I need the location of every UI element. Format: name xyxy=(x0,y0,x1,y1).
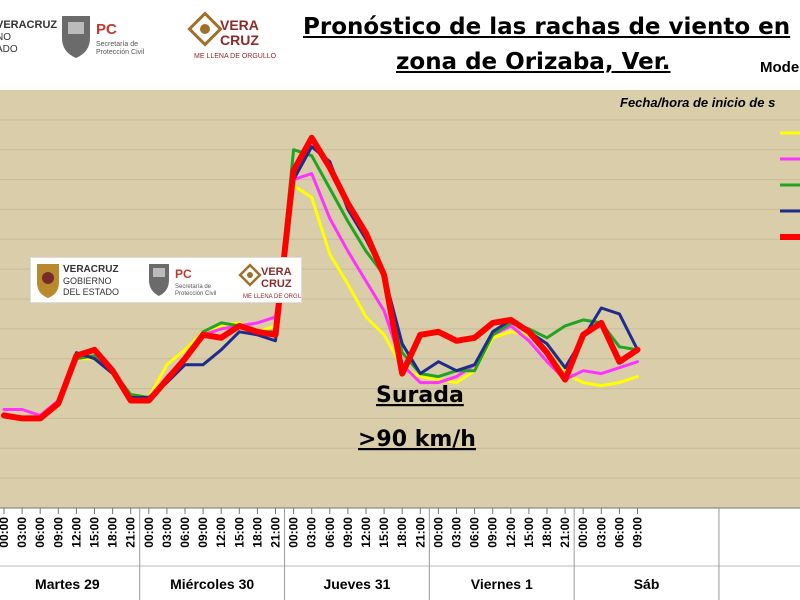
shield-icon xyxy=(62,16,90,58)
x-tick-label: 15:00 xyxy=(232,517,246,548)
x-tick-label: 00:00 xyxy=(576,517,590,548)
day-label: Jueves 31 xyxy=(323,576,390,592)
inset-gov-1: VERACRUZ xyxy=(63,264,119,275)
series-layer xyxy=(1,134,641,422)
annotation-line2: >90 km/h xyxy=(358,427,476,452)
x-tick-label: 18:00 xyxy=(250,517,264,548)
veracruz-tagline: ME LLENA DE ORGULLO xyxy=(194,53,277,60)
inset-gov-2: GOBIERNO xyxy=(63,276,112,286)
pc-sub-1: Secretaría de xyxy=(96,41,138,48)
chart-title-line1: Pronóstico de las rachas de viento en xyxy=(303,14,791,40)
x-tick-label: 21:00 xyxy=(124,517,138,548)
inset-pc-sub-2: Protección Civil xyxy=(175,291,216,297)
inset-gov-3: DEL ESTADO xyxy=(63,287,119,297)
x-tick-label: 00:00 xyxy=(431,517,445,548)
inset-brand-2: CRUZ xyxy=(261,278,292,290)
inset-brand-1: VERA xyxy=(261,266,292,278)
x-tick-label: 06:00 xyxy=(178,517,192,548)
day-label: Martes 29 xyxy=(35,576,100,592)
x-tick-label: 12:00 xyxy=(69,517,83,548)
veracruz-gov-line3: ADO xyxy=(0,44,18,55)
veracruz-gov-line1: VERACRUZ xyxy=(0,19,57,31)
x-tick-label: 21:00 xyxy=(558,517,572,548)
shield-icon xyxy=(149,264,169,296)
veracruz-brand-2: CRUZ xyxy=(220,32,259,48)
gridlines xyxy=(0,119,800,479)
x-tick-label: 06:00 xyxy=(612,517,626,548)
x-tick-label: 09:00 xyxy=(631,517,645,548)
x-tick-label: 12:00 xyxy=(359,517,373,548)
chart-title-line2: zona de Orizaba, Ver. xyxy=(396,49,671,75)
inset-pc-sub-1: Secretaría de xyxy=(175,284,212,290)
x-tick-label: 12:00 xyxy=(504,517,518,548)
x-tick-label: 09:00 xyxy=(51,517,65,548)
x-tick-label: 06:00 xyxy=(468,517,482,548)
x-tick-label: 03:00 xyxy=(450,517,464,548)
model-label: Mode xyxy=(760,59,800,76)
x-tick-label: 18:00 xyxy=(395,517,409,548)
x-tick-label: 21:00 xyxy=(269,517,283,548)
series-line xyxy=(1,134,641,422)
pc-logo-text: PC xyxy=(96,21,117,38)
legend-title: Fecha/hora de inicio de s xyxy=(620,95,775,110)
header-logos: VERACRUZ NO ADO PC Secretaría de Protecc… xyxy=(0,11,277,60)
header xyxy=(0,0,800,90)
x-tick-label: 18:00 xyxy=(540,517,554,548)
x-tick-label: 03:00 xyxy=(594,517,608,548)
x-axis: 00:00 03:00 06:00 09:00 12:00 15:00 18:00 21:00… xyxy=(0,507,800,600)
x-tick-label: 15:00 xyxy=(522,517,536,548)
day-label: Sáb xyxy=(634,576,660,592)
legend xyxy=(780,131,800,240)
x-tick-label: 09:00 xyxy=(486,517,500,548)
coat-of-arms-icon xyxy=(37,264,59,298)
veracruz-gov-line2: NO xyxy=(0,32,11,43)
pc-sub-2: Protección Civil xyxy=(96,49,145,56)
x-tick-label: 03:00 xyxy=(160,517,174,548)
x-tick-label: 12:00 xyxy=(214,517,228,548)
x-tick-label: 03:00 xyxy=(15,517,29,548)
knot-icon xyxy=(238,263,262,287)
veracruz-brand-1: VERA xyxy=(220,17,259,33)
knot-icon xyxy=(187,11,223,47)
inset-logos: VERACRUZ GOBIERNO DEL ESTADO PC Secretar… xyxy=(30,257,314,303)
x-tick-label: 00:00 xyxy=(142,517,156,548)
annotation-line1: Surada xyxy=(376,383,464,408)
x-tick-label: 06:00 xyxy=(323,517,337,548)
x-tick-label: 00:00 xyxy=(0,517,11,548)
x-tick-label: 03:00 xyxy=(305,517,319,548)
day-label: Miércoles 30 xyxy=(170,576,254,592)
surada-annotation: Surada >90 km/h xyxy=(358,383,476,452)
inset-pc: PC xyxy=(175,267,192,281)
x-tick-label: 06:00 xyxy=(33,517,47,548)
day-label: Viernes 1 xyxy=(471,576,533,592)
x-tick-label: 18:00 xyxy=(106,517,120,548)
inset-tagline: ME LLENA DE ORGULLO xyxy=(243,294,301,300)
x-tick-label: 00:00 xyxy=(287,517,301,548)
x-tick-label: 15:00 xyxy=(88,517,102,548)
x-tick-label: 15:00 xyxy=(377,517,391,548)
x-tick-label: 09:00 xyxy=(341,517,355,548)
x-tick-label: 21:00 xyxy=(413,517,427,548)
x-tick-label: 09:00 xyxy=(196,517,210,548)
inset-logos-svg: VERACRUZ GOBIERNO DEL ESTADO PC Secretar… xyxy=(37,263,314,300)
